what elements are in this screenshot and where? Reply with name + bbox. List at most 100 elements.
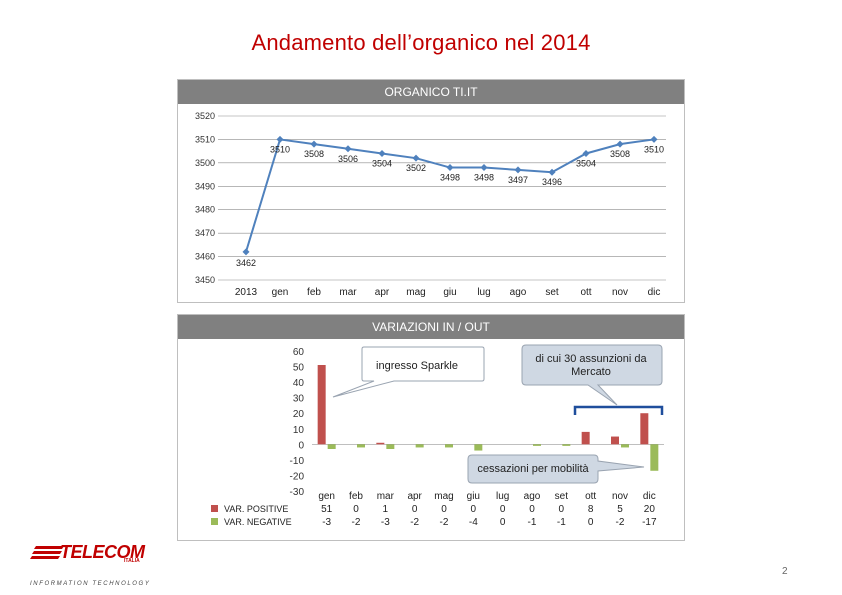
bar-chart-x-tick: mar [377,491,395,502]
variazioni-panel-header: VARIAZIONI IN / OUT [178,315,684,339]
line-chart-x-tick: ago [510,287,527,298]
bar-chart-x-tick: lug [496,491,509,502]
bar-chart-x-tick: giu [467,491,480,502]
bar-negative-value: -2 [440,517,449,528]
bar-chart-y-tick: -20 [290,471,305,482]
line-chart-point [378,149,386,157]
bar-positive-value: 0 [529,504,535,515]
line-chart-data-label: 3498 [440,173,460,183]
line-chart-data-label: 3510 [644,144,664,154]
line-chart-data-label: 3508 [304,149,324,159]
legend-negative-label: VAR. NEGATIVE [224,517,292,527]
line-chart-data-label: 3506 [338,154,358,164]
bar-chart-x-tick: set [555,491,569,502]
line-chart-x-tick: gen [272,287,289,298]
line-chart-point [514,166,522,174]
bar-positive-value: 20 [644,504,656,515]
line-chart-point [480,164,488,172]
bar-chart-x-tick: gen [318,491,335,502]
bar-positive-value: 0 [441,504,447,515]
bar-negative-value: -17 [642,517,657,528]
line-chart-y-tick: 3520 [195,111,215,121]
bar-negative-value: -3 [381,517,390,528]
bar-negative [650,444,659,471]
bar-negative-value: 0 [588,517,594,528]
bar-negative [474,444,483,451]
line-chart-y-tick: 3450 [195,275,215,285]
bar-positive [640,413,649,445]
line-chart-data-label: 3502 [406,163,426,173]
telecom-logo: TELECOM ITALIA INFORMATION TECHNOLOGY [30,542,151,590]
logo-sub: ITALIA [124,558,140,564]
callout-mercato-shape [521,344,663,406]
line-chart-point [310,140,318,148]
callout-mercato-text: di cui 30 assunzioni da Mercato [535,353,647,378]
line-chart-y-tick: 3490 [195,181,215,191]
line-chart-x-tick: apr [375,287,390,298]
page-title: Andamento dell’organico nel 2014 [251,30,591,55]
organico-panel-header: ORGANICO TI.IT [178,80,684,104]
bar-negative-value: -2 [616,517,625,528]
bar-chart-y-tick: 0 [298,440,304,451]
bar-negative [357,444,365,448]
line-chart-data-label: 3510 [270,144,290,154]
line-chart-data-label: 3462 [236,258,256,268]
line-chart-y-tick: 3480 [195,205,215,215]
logo-tagline: INFORMATION TECHNOLOGY [30,581,151,587]
line-chart-x-tick: 2013 [235,287,258,298]
callout-mobilita-text: cessazioni per mobilità [477,463,589,475]
line-chart-x-tick: mar [339,287,357,298]
bar-positive-value: 5 [617,504,623,515]
legend-positive-label: VAR. POSITIVE [224,504,288,514]
callout-sparkle-text: ingresso Sparkle [376,360,458,372]
bar-negative [327,444,336,449]
legend-negative-swatch [211,518,218,525]
bar-negative [445,444,453,448]
line-chart-point [412,154,420,162]
bar-chart-x-tick: apr [407,491,422,502]
line-chart-y-tick: 3510 [195,134,215,144]
bar-positive [611,436,619,445]
bar-positive-value: 51 [321,504,333,515]
line-chart-y-tick: 3470 [195,228,215,238]
line-chart-y-tick: 3500 [195,158,215,168]
bar-chart-y-tick: 60 [293,347,305,358]
line-chart-point [582,149,590,157]
bar-negative [621,444,629,448]
line-chart-x-tick: nov [612,287,628,298]
bar-positive [376,442,385,445]
line-chart-data-label: 3504 [372,158,392,168]
line-chart-point [242,248,250,256]
line-chart-x-tick: set [545,287,559,298]
bar-negative-value: -3 [322,517,331,528]
page-number: 2 [782,566,788,577]
logo-brand: TELECOM [60,542,145,562]
bar-chart-x-tick: nov [612,491,628,502]
bar-positive-value: 1 [383,504,389,515]
line-chart-point [276,135,284,143]
bar-negative [386,444,395,449]
line-chart-point [548,168,556,176]
callout-mercato-bracket [573,405,664,415]
bar-chart-x-tick: ott [585,491,596,502]
bar-negative-value: -1 [528,517,537,528]
bar-chart-y-tick: 20 [293,409,305,420]
bar-chart-y-tick: 40 [293,378,305,389]
bar-chart-x-tick: feb [349,491,363,502]
bar-positive-value: 0 [500,504,506,515]
bar-positive-value: 0 [559,504,565,515]
line-chart-y-tick: 3460 [195,252,215,262]
bar-positive-value: 0 [412,504,418,515]
line-chart-x-tick: giu [443,287,456,298]
line-chart-point [650,135,658,143]
line-chart-x-tick: dic [648,287,661,298]
line-chart-x-tick: feb [307,287,321,298]
logo-stripes-icon [30,546,64,559]
line-chart-point [616,140,624,148]
legend-positive-swatch [211,505,218,512]
bar-negative [562,444,571,446]
line-chart-x-tick: mag [406,287,425,298]
bar-negative-value: -2 [352,517,361,528]
bar-positive-value: 8 [588,504,594,515]
